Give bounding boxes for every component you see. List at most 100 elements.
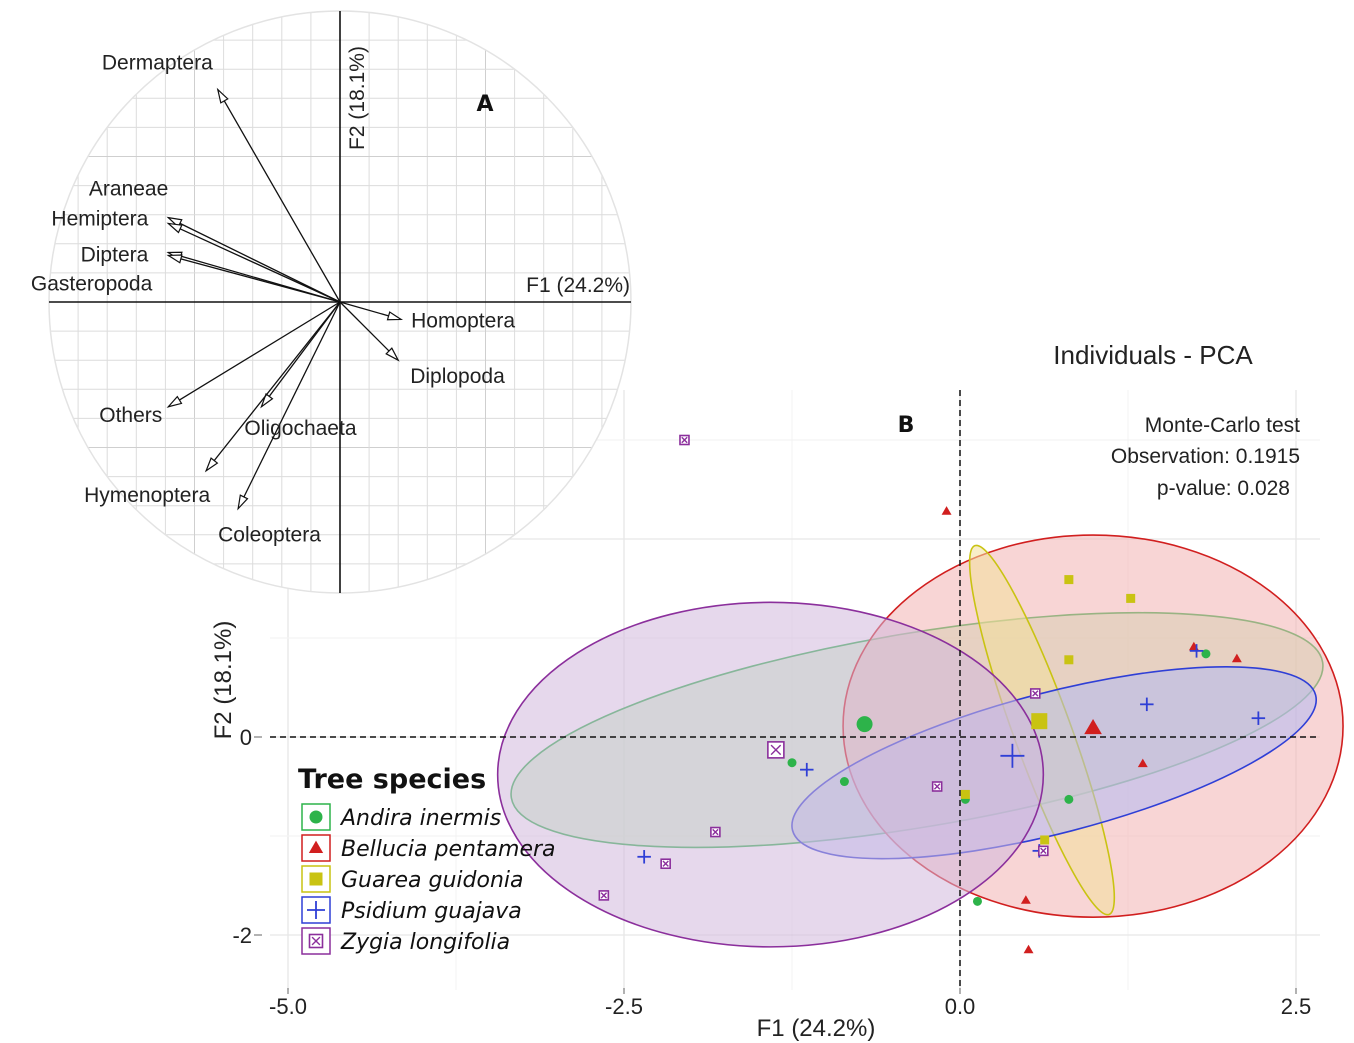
variable-labels: Dermaptera Araneae Hemiptera Diptera Gastero… bbox=[31, 52, 515, 547]
legend-key-zygia-longifolia bbox=[301, 927, 331, 955]
arrow-diplopoda bbox=[339, 301, 399, 361]
point-bellucia-pentamera-shape bbox=[1020, 895, 1031, 904]
x-tick-label: 0.0 bbox=[945, 994, 976, 1019]
legend-item-andira-inermis: Andira inermis bbox=[301, 803, 501, 831]
legend-items: Andira inermis Bellucia pentamera Guarea g… bbox=[301, 803, 556, 955]
legend-label-andira-inermis: Andira inermis bbox=[339, 806, 501, 831]
arrow-dermaptera bbox=[217, 89, 341, 303]
label-homoptera: Homoptera bbox=[411, 309, 515, 332]
arrowhead-hymenoptera bbox=[204, 457, 219, 473]
x-tick-label: -5.0 bbox=[269, 994, 307, 1019]
point-zygia-longifolia-d2 bbox=[662, 860, 669, 867]
legend-label-guarea-guidonia: Guarea guidonia bbox=[341, 868, 524, 893]
point-zygia-longifolia-d2 bbox=[1040, 847, 1047, 855]
point-bellucia-pentamera bbox=[1023, 944, 1034, 954]
label-gasteropoda: Gasteropoda bbox=[31, 272, 153, 295]
point-bellucia-pentamera bbox=[1137, 758, 1148, 768]
point-andira-inermis-shape bbox=[1064, 794, 1074, 804]
point-guarea-guidonia bbox=[960, 789, 970, 799]
legend-marker-bellucia-pentamera bbox=[308, 840, 324, 853]
legend-marker-zygia-longifolia bbox=[308, 933, 324, 949]
arrow-araneae bbox=[168, 217, 341, 303]
point-bellucia-pentamera-shape bbox=[1137, 758, 1148, 768]
point-andira-inermis bbox=[839, 777, 849, 787]
legend-marker-bellucia-pentamera-shape bbox=[308, 840, 324, 853]
point-psidium-guajava bbox=[637, 850, 651, 864]
point-andira-inermis bbox=[1201, 649, 1211, 659]
point-zygia-longifolia-d2 bbox=[681, 436, 688, 444]
legend-marker-zygia-longifolia-d2 bbox=[311, 936, 321, 946]
label-diplopoda: Diplopoda bbox=[410, 365, 505, 388]
panel-a-x-axis-title: F1 (24.2%) bbox=[526, 274, 630, 297]
centroid-psidium-guajava bbox=[1000, 743, 1025, 768]
arrow-others bbox=[167, 301, 341, 408]
panel-b-individuals-plot: -5.0 -2.5 0.0 2.5 -2 0 Individuals - PCA B Mo… bbox=[210, 340, 1344, 1042]
point-guarea-guidonia-shape bbox=[1040, 835, 1050, 845]
arrowhead-gasteropoda bbox=[166, 254, 183, 264]
label-coleoptera: Coleoptera bbox=[218, 524, 321, 547]
point-andira-inermis-shape bbox=[839, 777, 849, 787]
panel-b-x-axis-title: F1 (24.2%) bbox=[757, 1015, 876, 1042]
centroid-guarea-guidonia bbox=[1031, 713, 1048, 730]
variable-arrows bbox=[166, 87, 404, 511]
centroid-bellucia-pentamera-shape bbox=[1084, 718, 1102, 735]
point-bellucia-pentamera-shape bbox=[1231, 653, 1242, 663]
legend-marker-andira-inermis-shape bbox=[309, 810, 323, 824]
legend-marker-andira-inermis bbox=[309, 810, 323, 824]
point-zygia-longifolia bbox=[710, 826, 721, 838]
point-andira-inermis bbox=[1064, 794, 1074, 804]
point-guarea-guidonia bbox=[1040, 835, 1050, 845]
x-tick-label: -2.5 bbox=[605, 994, 643, 1019]
arrowhead-others bbox=[166, 395, 183, 408]
point-bellucia-pentamera bbox=[1020, 895, 1031, 904]
arrowhead-diplopoda bbox=[385, 347, 400, 362]
centroid-zygia-longifolia bbox=[767, 741, 785, 759]
monte-carlo-label: Monte-Carlo test bbox=[1145, 414, 1300, 437]
panel-b-zero-lines bbox=[270, 390, 1320, 990]
arrow-hemiptera bbox=[168, 222, 341, 303]
point-guarea-guidonia bbox=[1064, 655, 1074, 665]
panel-b-tick-labels: -5.0 -2.5 0.0 2.5 -2 0 bbox=[232, 725, 1311, 1019]
p-value-label: p-value: 0.028 bbox=[1157, 477, 1290, 500]
point-psidium-guajava bbox=[800, 762, 814, 777]
point-guarea-guidonia-shape bbox=[1064, 575, 1074, 585]
point-zygia-longifolia-d2 bbox=[933, 783, 941, 790]
legend-label-psidium-guajava: Psidium guajava bbox=[341, 899, 522, 924]
arrowhead-hemiptera bbox=[166, 222, 183, 234]
legend-marker-guarea-guidonia bbox=[309, 872, 323, 886]
centroid-guarea-guidonia-shape bbox=[1031, 713, 1048, 730]
legend-item-zygia-longifolia: Zygia longifolia bbox=[301, 927, 510, 955]
observation-label: Observation: 0.1915 bbox=[1111, 445, 1300, 468]
x-tick-label: 2.5 bbox=[1281, 994, 1312, 1019]
point-guarea-guidonia-shape bbox=[1126, 593, 1136, 603]
point-bellucia-pentamera bbox=[941, 506, 952, 515]
point-andira-inermis-shape bbox=[1201, 649, 1211, 659]
point-andira-inermis bbox=[787, 758, 797, 768]
panel-b-letter: B bbox=[898, 413, 915, 438]
point-zygia-longifolia bbox=[598, 890, 610, 901]
y-tick-label: -2 bbox=[232, 923, 252, 948]
label-diptera: Diptera bbox=[81, 244, 149, 267]
label-araneae: Araneae bbox=[89, 178, 168, 201]
point-zygia-longifolia bbox=[1038, 845, 1049, 857]
point-zygia-longifolia bbox=[679, 434, 690, 446]
panel-b-y-axis-title: F2 (18.1%) bbox=[210, 621, 237, 740]
label-others: Others bbox=[99, 404, 162, 427]
point-psidium-guajava bbox=[1251, 711, 1266, 725]
point-zygia-longifolia bbox=[931, 781, 943, 792]
centroid-zygia-longifolia-d2 bbox=[770, 744, 782, 756]
point-psidium-guajava bbox=[1140, 697, 1154, 712]
y-tick-label: 0 bbox=[240, 725, 252, 750]
point-psidium-guajava bbox=[1189, 644, 1204, 658]
arrow-gasteropoda bbox=[168, 254, 341, 303]
centroid-andira-inermis-shape bbox=[856, 716, 873, 733]
point-guarea-guidonia bbox=[1064, 575, 1074, 585]
legend-label-zygia-longifolia: Zygia longifolia bbox=[340, 930, 510, 955]
point-zygia-longifolia-d2 bbox=[712, 828, 719, 836]
panel-a-letter: A bbox=[476, 92, 493, 117]
label-oligochaeta: Oligochaeta bbox=[244, 417, 356, 440]
legend-item-bellucia-pentamera: Bellucia pentamera bbox=[301, 834, 556, 862]
confidence-ellipses bbox=[496, 534, 1344, 948]
legend-label-bellucia-pentamera: Bellucia pentamera bbox=[341, 837, 556, 862]
